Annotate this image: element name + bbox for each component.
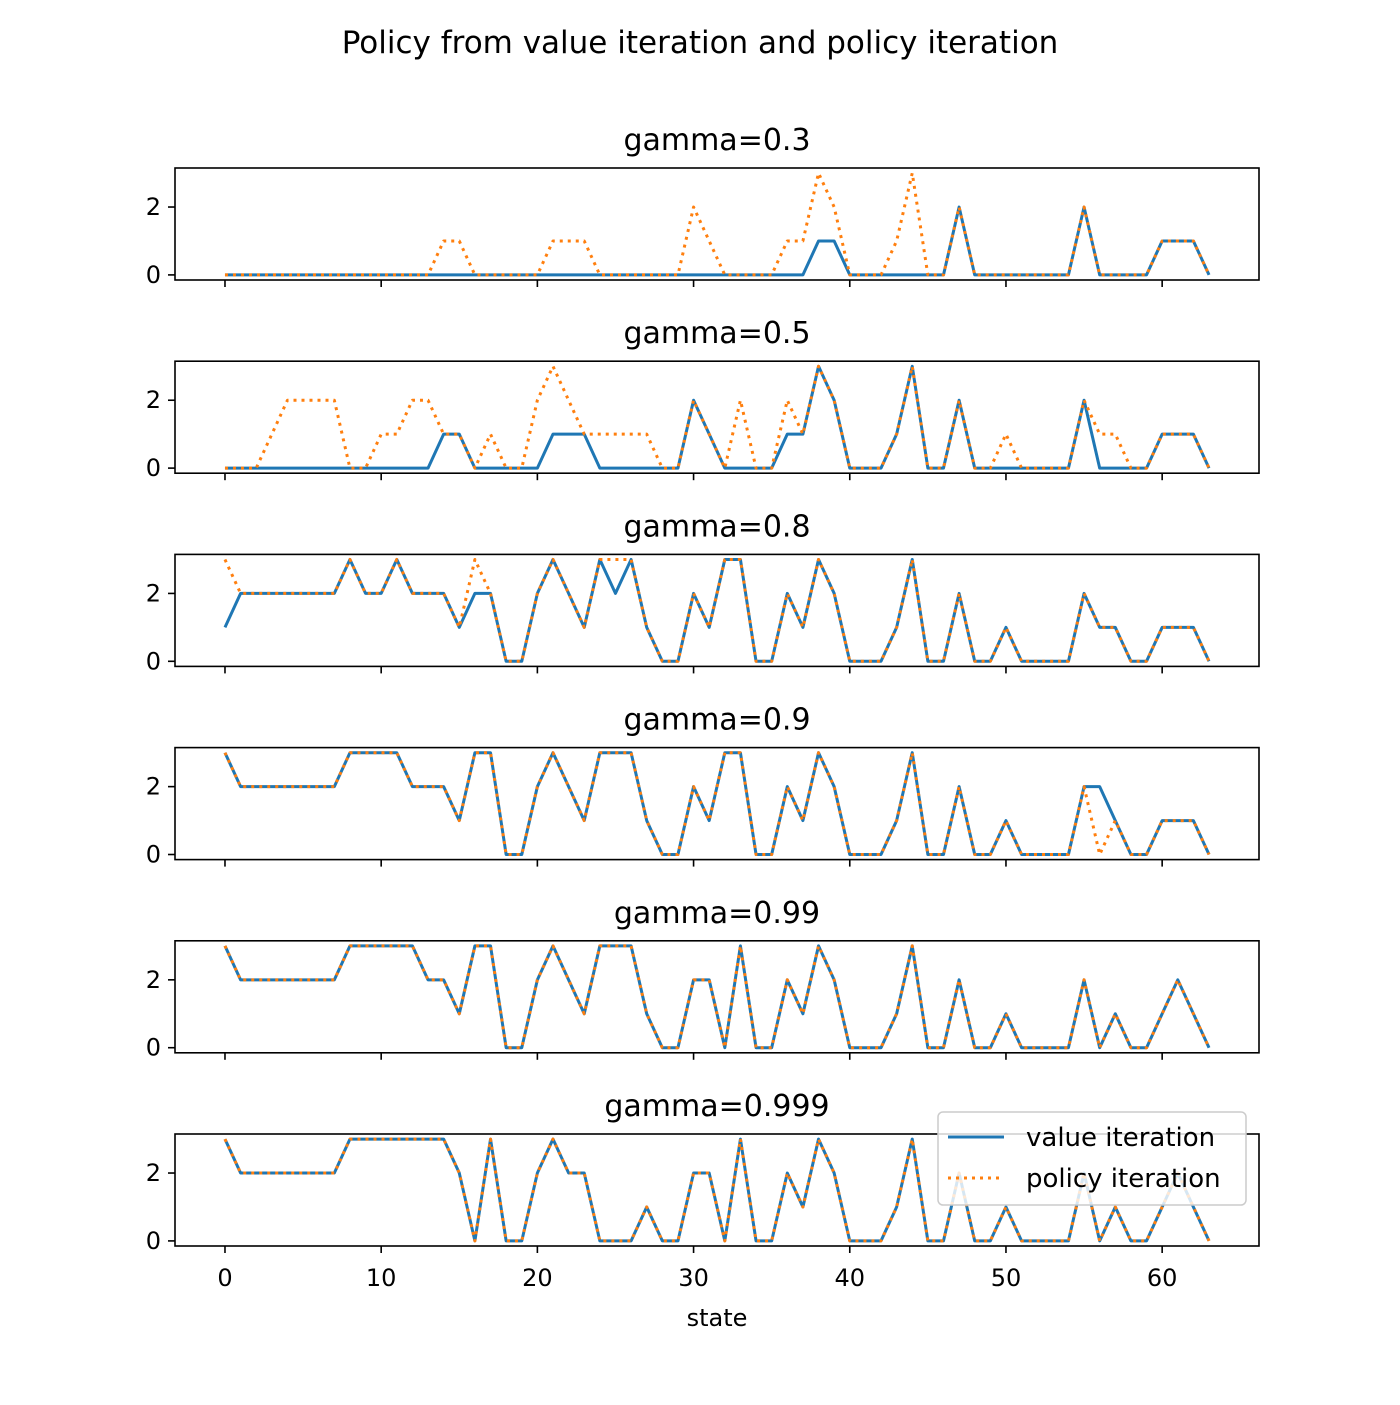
y-tick-label: 0	[146, 1034, 161, 1062]
axes-frame	[174, 553, 1260, 668]
value-iteration-line	[224, 205, 1211, 277]
y-tick-label: 0	[146, 1227, 161, 1255]
x-tick-label: 40	[834, 1264, 865, 1292]
legend-label: value iteration	[1026, 1123, 1215, 1153]
panel-3: gamma=0.8 0 2	[146, 509, 1260, 675]
y-tick-label: 2	[146, 1159, 161, 1187]
x-tick-label: 30	[678, 1264, 709, 1292]
policy-iteration-line	[223, 751, 1211, 857]
axes-frame	[174, 1133, 1260, 1247]
x-tick-label: 20	[522, 1264, 553, 1292]
x-axis-label: state	[687, 1304, 748, 1332]
policy-iteration-line	[223, 1137, 1211, 1243]
legend: value iteration policy iteration	[937, 1111, 1247, 1206]
panel-1: gamma=0.3 0 2	[146, 123, 1260, 289]
panel-2: gamma=0.5 0 2	[146, 316, 1260, 482]
value-iteration-line	[223, 557, 1211, 663]
value-iteration-line	[223, 751, 1211, 857]
policy-iteration-line	[223, 557, 1211, 663]
panel-4: gamma=0.9 0 2	[146, 703, 1260, 869]
legend-box	[937, 1111, 1247, 1206]
y-tick-label: 2	[146, 193, 161, 221]
x-tick-label: 50	[991, 1264, 1022, 1292]
y-tick-label: 2	[146, 773, 161, 801]
panel-title: gamma=0.5	[623, 316, 810, 351]
panel-title: gamma=0.3	[623, 123, 810, 158]
x-tick-label: 10	[366, 1264, 397, 1292]
y-tick-label: 2	[146, 579, 161, 607]
policy-iteration-line	[224, 364, 1211, 470]
x-tick-label: 60	[1147, 1264, 1178, 1292]
axes-frame	[174, 746, 1260, 861]
axes-frame	[174, 360, 1260, 475]
panel-5: gamma=0.99 0 2	[146, 896, 1260, 1062]
policy-iteration-line	[223, 944, 1211, 1050]
y-tick-label: 0	[146, 261, 161, 289]
value-iteration-line	[223, 944, 1211, 1050]
panel-title: gamma=0.8	[623, 509, 810, 544]
panel-title: gamma=0.999	[604, 1089, 829, 1124]
policy-iteration-line	[224, 171, 1211, 277]
panel-title: gamma=0.9	[623, 703, 810, 738]
axes-frame	[174, 939, 1260, 1054]
figure-title: Policy from value iteration and policy i…	[342, 25, 1059, 61]
axes-frame	[174, 167, 1260, 281]
x-tick-label: 0	[217, 1264, 232, 1292]
y-tick-label: 2	[146, 966, 161, 994]
y-tick-label: 0	[146, 647, 161, 675]
panel-title: gamma=0.99	[614, 896, 820, 931]
y-tick-label: 0	[146, 841, 161, 869]
legend-label: policy iteration	[1026, 1164, 1221, 1194]
y-tick-label: 0	[146, 454, 161, 482]
y-tick-label: 2	[146, 386, 161, 414]
value-iteration-line	[224, 364, 1211, 470]
